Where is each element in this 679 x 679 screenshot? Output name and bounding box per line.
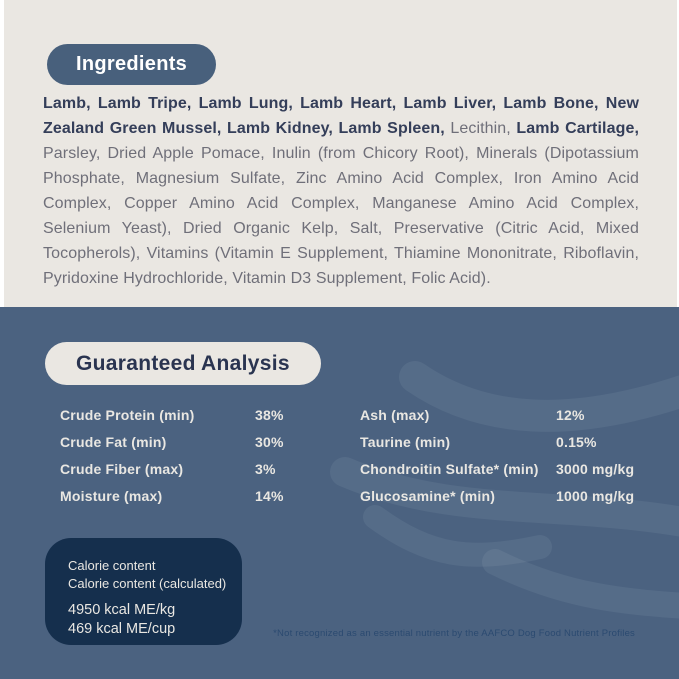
ingredients-run-other: Parsley, Dried Apple Pomace, Inulin (fro… <box>43 145 639 287</box>
nutrient-value: 12% <box>556 406 585 423</box>
nutrient-label: Crude Fiber (max) <box>60 460 184 477</box>
nutrient-label: Chondroitin Sulfate* (min) <box>360 460 539 477</box>
nutrient-value: 14% <box>255 487 284 504</box>
guaranteed-analysis-section: Guaranteed Analysis Crude Protein (min) … <box>0 307 679 679</box>
ingredients-paragraph: Lamb, Lamb Tripe, Lamb Lung, Lamb Heart,… <box>43 91 639 291</box>
ingredients-run-meats: Lamb, Lamb Tripe, Lamb Lung, Lamb Heart,… <box>43 95 639 137</box>
calorie-value-per-kg: 4950 kcal ME/kg <box>68 602 176 618</box>
ingredients-title: Ingredients <box>76 53 188 75</box>
table-row: Crude Fiber (max) 3% <box>60 455 284 482</box>
ingredients-run-cartilage: Lamb Cartilage, <box>510 120 639 137</box>
nutrient-label: Taurine (min) <box>360 433 451 450</box>
nutrient-value: 30% <box>255 433 284 450</box>
nutrient-label: Ash (max) <box>360 406 430 423</box>
table-row: Crude Protein (min) 38% <box>60 401 284 428</box>
table-row: Taurine (min) 0.15% <box>360 428 634 455</box>
nutrient-label: Crude Fat (min) <box>60 433 167 450</box>
analysis-table-left-column: Crude Protein (min) 38% Crude Fat (min) … <box>60 401 284 509</box>
nutrient-value: 38% <box>255 406 284 423</box>
nutrient-label: Glucosamine* (min) <box>360 487 496 504</box>
guaranteed-analysis-title: Guaranteed Analysis <box>76 351 290 375</box>
nutrient-label: Crude Protein (min) <box>60 406 195 423</box>
aafco-footnote: *Not recognized as an essential nutrient… <box>273 628 635 639</box>
calorie-value-per-cup: 469 kcal ME/cup <box>68 621 176 637</box>
calorie-heading-line: Calorie content (calculated) <box>68 576 227 591</box>
nutrient-value: 1000 mg/kg <box>556 487 635 504</box>
nutrient-label: Moisture (max) <box>60 487 163 504</box>
nutrient-value: 0.15% <box>556 433 597 450</box>
table-row: Moisture (max) 14% <box>60 482 284 509</box>
calorie-heading-line: Calorie content <box>68 558 156 573</box>
table-row: Glucosamine* (min) 1000 mg/kg <box>360 482 634 509</box>
analysis-table-right-column: Ash (max) 12% Taurine (min) 0.15% Chondr… <box>360 401 634 509</box>
table-row: Crude Fat (min) 30% <box>60 428 284 455</box>
table-row: Chondroitin Sulfate* (min) 3000 mg/kg <box>360 455 634 482</box>
ingredients-heading-pill: Ingredients <box>47 44 217 85</box>
calorie-spacer <box>68 593 230 601</box>
ingredients-section: Ingredients Lamb, Lamb Tripe, Lamb Lung,… <box>4 0 677 307</box>
nutrient-value: 3% <box>255 460 276 477</box>
guaranteed-analysis-heading-pill: Guaranteed Analysis <box>45 342 321 385</box>
table-row: Ash (max) 12% <box>360 401 634 428</box>
nutrient-value: 3000 mg/kg <box>556 460 635 477</box>
ingredients-run-lecithin: Lecithin, <box>444 120 511 137</box>
calorie-content-box: Calorie content Calorie content (calcula… <box>45 538 242 645</box>
